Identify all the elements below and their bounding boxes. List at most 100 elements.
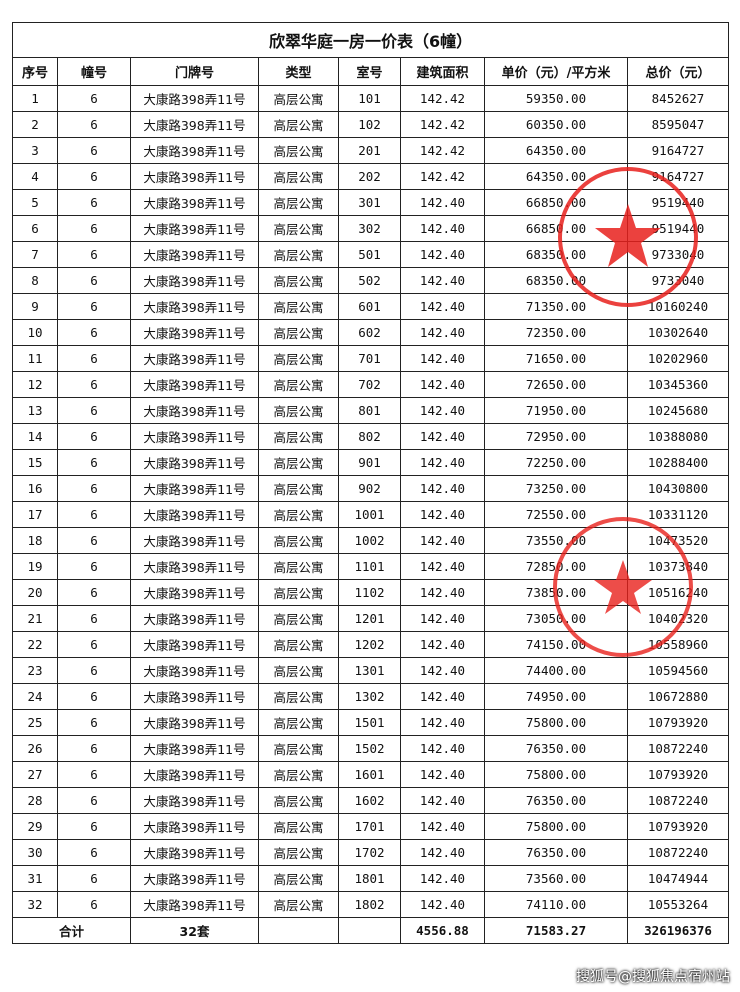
room-cell: 201 <box>338 137 401 164</box>
room-cell: 1502 <box>338 735 401 762</box>
area-cell: 142.40 <box>400 371 485 398</box>
total-units: 32套 <box>130 917 259 944</box>
total-price-cell: 9164727 <box>626 163 730 190</box>
room-cell: 1801 <box>338 865 401 892</box>
building-cell: 6 <box>57 761 131 788</box>
total-price-cell: 10245680 <box>626 397 730 424</box>
row-number-cell: 15 <box>12 449 58 476</box>
total-row: 合计 32套 4556.88 71583.27 326196376 <box>12 917 730 944</box>
unit-price-cell: 72550.00 <box>484 501 628 528</box>
room-cell: 1101 <box>338 553 401 580</box>
row-number-cell: 10 <box>12 319 58 346</box>
address-cell: 大康路398弄11号 <box>130 657 259 684</box>
row-number-cell: 5 <box>12 189 58 216</box>
room-cell: 1601 <box>338 761 401 788</box>
room-cell: 302 <box>338 215 401 242</box>
room-cell: 102 <box>338 111 401 138</box>
row-number-cell: 19 <box>12 553 58 580</box>
row-number-cell: 20 <box>12 579 58 606</box>
row-number-cell: 8 <box>12 267 58 294</box>
address-cell: 大康路398弄11号 <box>130 293 259 320</box>
area-cell: 142.40 <box>400 267 485 294</box>
type-cell: 高层公寓 <box>258 423 339 450</box>
row-number-cell: 4 <box>12 163 58 190</box>
unit-price-cell: 71350.00 <box>484 293 628 320</box>
total-price-cell: 10872240 <box>626 787 730 814</box>
building-cell: 6 <box>57 553 131 580</box>
type-cell: 高层公寓 <box>258 501 339 528</box>
room-cell: 1301 <box>338 657 401 684</box>
unit-price-cell: 68350.00 <box>484 267 628 294</box>
row-number-cell: 13 <box>12 397 58 424</box>
address-cell: 大康路398弄11号 <box>130 891 259 918</box>
address-cell: 大康路398弄11号 <box>130 215 259 242</box>
total-price-cell: 10302640 <box>626 319 730 346</box>
table-row: 7 6 大康路398弄11号 高层公寓 501 142.40 68350.00 9733040 <box>12 241 730 268</box>
room-cell: 1001 <box>338 501 401 528</box>
room-cell: 502 <box>338 267 401 294</box>
unit-price-cell: 73050.00 <box>484 605 628 632</box>
address-cell: 大康路398弄11号 <box>130 319 259 346</box>
building-cell: 6 <box>57 579 131 606</box>
building-cell: 6 <box>57 137 131 164</box>
type-cell: 高层公寓 <box>258 475 339 502</box>
unit-price-cell: 75800.00 <box>484 761 628 788</box>
area-cell: 142.42 <box>400 163 485 190</box>
room-cell: 901 <box>338 449 401 476</box>
building-cell: 6 <box>57 813 131 840</box>
table-row: 29 6 大康路398弄11号 高层公寓 1701 142.40 75800.00 10793… <box>12 813 730 840</box>
room-cell: 1501 <box>338 709 401 736</box>
total-area: 4556.88 <box>400 917 485 944</box>
table-row: 12 6 大康路398弄11号 高层公寓 702 142.40 72650.00 103453… <box>12 371 730 398</box>
area-cell: 142.40 <box>400 709 485 736</box>
area-cell: 142.40 <box>400 397 485 424</box>
building-cell: 6 <box>57 475 131 502</box>
table-row: 11 6 大康路398弄11号 高层公寓 701 142.40 71650.00 102029… <box>12 345 730 372</box>
type-cell: 高层公寓 <box>258 865 339 892</box>
unit-price-cell: 73560.00 <box>484 865 628 892</box>
row-number-cell: 11 <box>12 345 58 372</box>
table-row: 2 6 大康路398弄11号 高层公寓 102 142.42 60350.00 8595047 <box>12 111 730 138</box>
type-cell: 高层公寓 <box>258 657 339 684</box>
table-row: 6 6 大康路398弄11号 高层公寓 302 142.40 66850.00 9519440 <box>12 215 730 242</box>
address-cell: 大康路398弄11号 <box>130 813 259 840</box>
row-number-cell: 22 <box>12 631 58 658</box>
table-row: 32 6 大康路398弄11号 高层公寓 1802 142.40 74110.00 10553… <box>12 891 730 918</box>
unit-price-cell: 73850.00 <box>484 579 628 606</box>
type-cell: 高层公寓 <box>258 579 339 606</box>
table-row: 9 6 大康路398弄11号 高层公寓 601 142.40 71350.00 1016024… <box>12 293 730 320</box>
room-cell: 101 <box>338 85 401 112</box>
table-row: 21 6 大康路398弄11号 高层公寓 1201 142.40 73050.00 10402… <box>12 605 730 632</box>
area-cell: 142.40 <box>400 735 485 762</box>
room-cell: 501 <box>338 241 401 268</box>
type-cell: 高层公寓 <box>258 137 339 164</box>
unit-price-cell: 64350.00 <box>484 137 628 164</box>
watermark: 搜狐号@搜狐焦点宿州站 <box>576 969 730 985</box>
row-number-cell: 29 <box>12 813 58 840</box>
area-cell: 142.40 <box>400 475 485 502</box>
building-cell: 6 <box>57 189 131 216</box>
column-header: 室号 <box>338 57 401 86</box>
type-cell: 高层公寓 <box>258 267 339 294</box>
address-cell: 大康路398弄11号 <box>130 683 259 710</box>
unit-price-cell: 60350.00 <box>484 111 628 138</box>
row-number-cell: 27 <box>12 761 58 788</box>
row-number-cell: 18 <box>12 527 58 554</box>
address-cell: 大康路398弄11号 <box>130 241 259 268</box>
building-cell: 6 <box>57 605 131 632</box>
address-cell: 大康路398弄11号 <box>130 579 259 606</box>
area-cell: 142.40 <box>400 293 485 320</box>
table-row: 3 6 大康路398弄11号 高层公寓 201 142.42 64350.00 9164727 <box>12 137 730 164</box>
column-header: 门牌号 <box>130 57 259 86</box>
building-cell: 6 <box>57 501 131 528</box>
building-cell: 6 <box>57 449 131 476</box>
area-cell: 142.40 <box>400 605 485 632</box>
total-price-cell: 10793920 <box>626 709 730 736</box>
address-cell: 大康路398弄11号 <box>130 527 259 554</box>
room-cell: 702 <box>338 371 401 398</box>
address-cell: 大康路398弄11号 <box>130 865 259 892</box>
total-price-cell: 9519440 <box>626 189 730 216</box>
building-cell: 6 <box>57 85 131 112</box>
unit-price-cell: 75800.00 <box>484 813 628 840</box>
area-cell: 142.40 <box>400 839 485 866</box>
